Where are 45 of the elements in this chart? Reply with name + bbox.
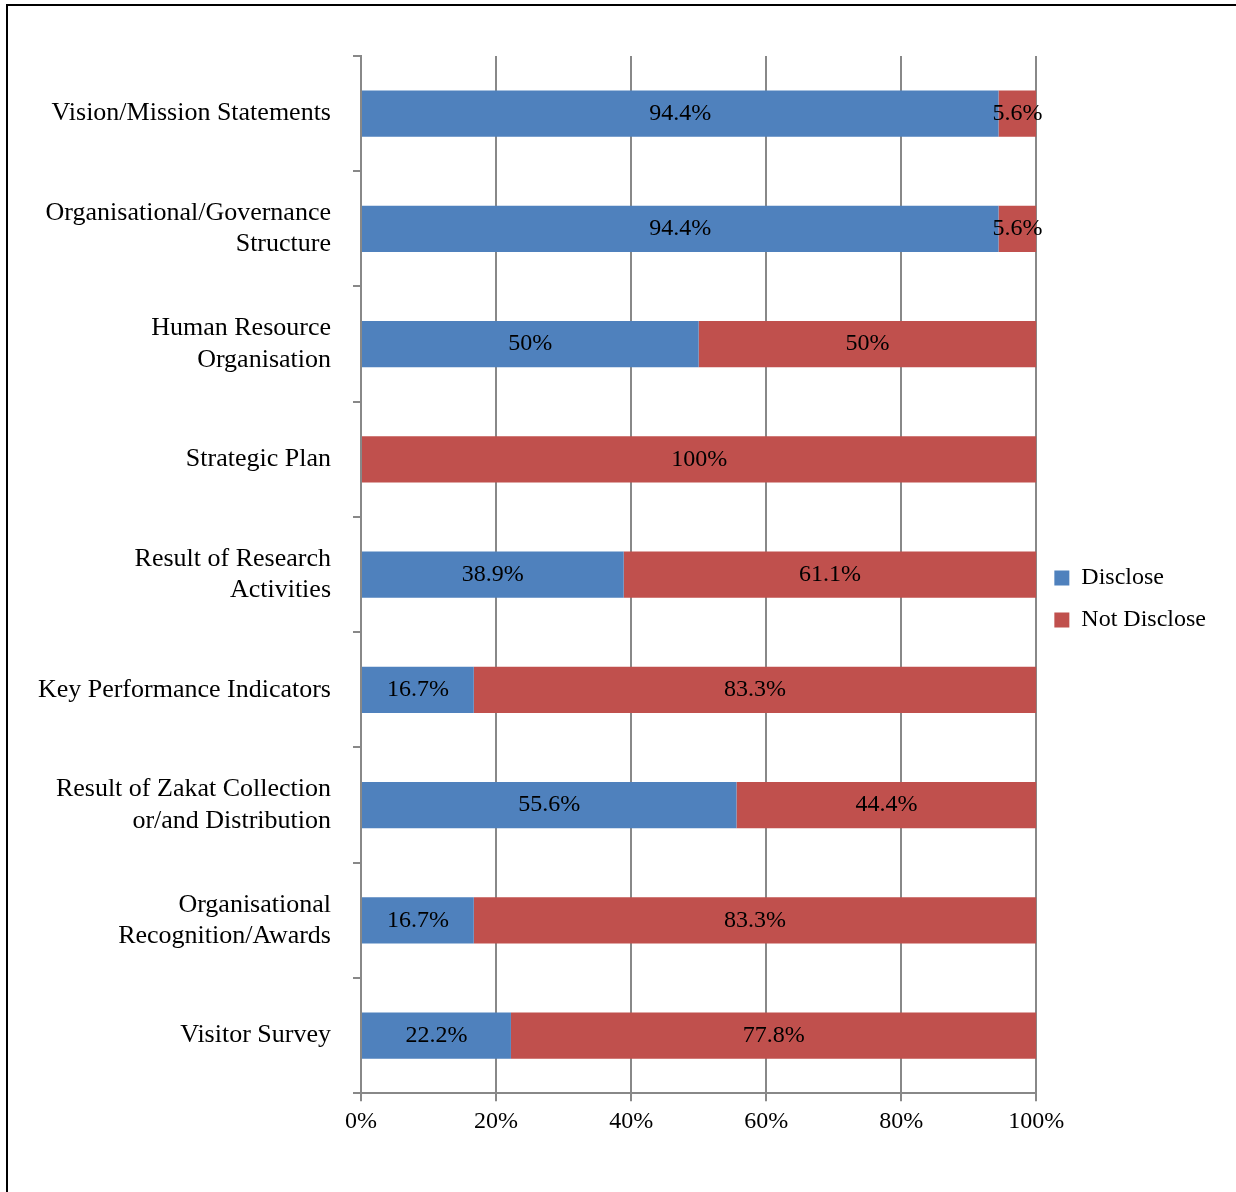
bar (362, 782, 737, 829)
y-tick-label: Key Performance Indicators (37, 673, 331, 703)
legend-label: Disclose (1081, 563, 1164, 590)
y-tick-label: Organisational Recognition/Awards (118, 888, 331, 949)
data-label: 100% (671, 444, 728, 471)
y-tick-label: Result of Zakat Collection or/and Distribution (55, 773, 331, 834)
y-tick-label: Strategic Plan (185, 443, 331, 473)
bar (473, 666, 1037, 713)
bar (698, 321, 1037, 368)
bar (362, 666, 474, 713)
bar (362, 1012, 511, 1059)
data-label: 22.2% (405, 1020, 468, 1047)
data-label: 94.4% (649, 214, 712, 241)
bar (362, 436, 1037, 483)
bar (736, 782, 1037, 829)
data-label: 16.7% (386, 905, 449, 932)
bar (623, 551, 1037, 598)
x-tick-label: 80% (879, 1106, 924, 1133)
data-label: 38.9% (461, 559, 524, 586)
data-label: 94.4% (649, 98, 712, 125)
y-tick-label: Organisational/Governance Structure (45, 197, 331, 258)
bar (362, 321, 699, 368)
y-tick-label: Visitor Survey (180, 1019, 331, 1049)
legend-label: Not Disclose (1081, 605, 1206, 632)
data-label: 16.7% (386, 675, 449, 702)
data-label: 44.4% (855, 790, 918, 817)
x-tick-label: 20% (474, 1106, 519, 1133)
data-label: 50% (845, 329, 890, 356)
y-tick-label: Vision/Mission Statements (51, 97, 331, 127)
data-label: 83.3% (724, 675, 787, 702)
data-label: 83.3% (724, 905, 787, 932)
x-tick-label: 100% (1008, 1106, 1065, 1133)
data-label: 50% (508, 329, 553, 356)
x-tick-label: 60% (744, 1106, 789, 1133)
data-label: 61.1% (799, 559, 862, 586)
x-tick-label: 0% (345, 1106, 377, 1133)
y-tick-label: Human Resource Organisation (151, 312, 331, 373)
data-label: 55.6% (518, 790, 581, 817)
data-label: 77.8% (742, 1020, 805, 1047)
bar (362, 897, 474, 944)
bar (362, 551, 624, 598)
x-tick-label: 40% (609, 1106, 654, 1133)
bar (510, 1012, 1037, 1059)
bar (473, 897, 1037, 944)
y-tick-label: Result of Research Activities (134, 542, 331, 604)
